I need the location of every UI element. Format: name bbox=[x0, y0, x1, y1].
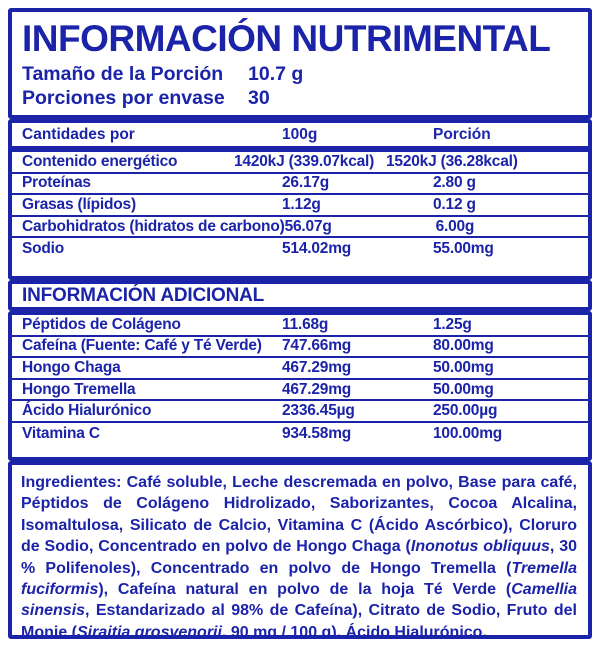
value-per-portion: 1520kJ (36.28kcal) bbox=[386, 152, 518, 170]
nutrient-name: Vitamina C bbox=[22, 424, 100, 442]
nutrient-name: Grasas (lípidos) bbox=[22, 195, 136, 213]
ingredient-species-name: Inonotus obliquus bbox=[410, 538, 550, 556]
nutrient-name: Contenido energético bbox=[22, 152, 178, 170]
value-per-portion: 0.12 g bbox=[433, 195, 476, 213]
ingredients-box: Ingredientes: Café soluble, Leche descre… bbox=[8, 461, 592, 639]
table-row: Cafeína (Fuente: Café y Té Verde) 747.66m… bbox=[12, 337, 588, 359]
servings-per-container-label: Porciones por envase bbox=[22, 87, 225, 109]
value-per-100g: 26.17g bbox=[282, 174, 330, 192]
value-per-portion: 100.00mg bbox=[433, 424, 503, 442]
value-per-100g: 747.66mg bbox=[282, 337, 352, 355]
ingredient-text-segment: , 90 mg / 100 g), Ácido Hialurónico. bbox=[221, 623, 487, 639]
serving-size-row: Tamaño de la Porción 10.7 g bbox=[22, 62, 578, 86]
value-per-100g: 11.68g bbox=[282, 315, 329, 333]
serving-size-label: Tamaño de la Porción bbox=[22, 63, 224, 85]
ingredient-species-name: Camellia sinensis bbox=[21, 581, 577, 620]
nutrient-name: Cafeína (Fuente: Café y Té Verde) bbox=[22, 337, 262, 355]
servings-per-container-value: 30 bbox=[248, 87, 270, 109]
main-nutrient-rows: Contenido energético 1420kJ (339.07kcal) 1… bbox=[12, 152, 588, 260]
value-per-100g: 934.58mg bbox=[282, 424, 352, 442]
ingredient-species-name: Siraitia grosvenorii bbox=[77, 623, 222, 639]
nutrient-name: Péptidos de Colágeno bbox=[22, 315, 181, 333]
nutrient-name: Sodio bbox=[22, 240, 65, 258]
ingredient-text-segment: , Estandarizado al 98% de Cafeína), Citr… bbox=[21, 602, 577, 639]
additional-nutrient-rows: Péptidos de Colágeno 11.68g 1.25g Cafeína (… bbox=[12, 315, 588, 445]
value-per-portion: 6.00g bbox=[435, 217, 475, 235]
table-row: Carbohidratos (hidratos de carbono) 56.07… bbox=[12, 217, 588, 239]
additional-info-title: INFORMACIÓN ADICIONAL bbox=[22, 284, 265, 306]
servings-per-container-row: Porciones por envase 30 bbox=[22, 86, 578, 110]
ingredient-text-segment: , 30 % Polifenoles), Concentrado en polv… bbox=[21, 538, 578, 577]
value-per-portion: 80.00mg bbox=[433, 337, 494, 355]
page-title: INFORMACIÓN NUTRIMENTAL bbox=[22, 18, 551, 59]
table-row: Proteínas 26.17g 2.80 g bbox=[12, 174, 588, 196]
value-per-portion: 55.00mg bbox=[433, 240, 494, 258]
value-per-portion: 50.00mg bbox=[433, 380, 494, 398]
value-per-portion: 1.25g bbox=[433, 315, 472, 333]
header-box: INFORMACIÓN NUTRIMENTAL Tamaño de la Por… bbox=[8, 8, 592, 119]
column-header-100g: 100g bbox=[282, 125, 318, 143]
additional-nutrient-table-box: Péptidos de Colágeno 11.68g 1.25g Cafeína (… bbox=[8, 311, 592, 461]
table-header-row: Cantidades por 100g Porción bbox=[12, 123, 588, 152]
nutrient-name: Ácido Hialurónico bbox=[22, 402, 152, 420]
value-per-100g: 2336.45µg bbox=[282, 402, 355, 420]
serving-size-value: 10.7 g bbox=[248, 63, 304, 85]
table-row: Sodio 514.02mg 55.00mg bbox=[12, 238, 588, 260]
table-row: Ácido Hialurónico 2336.45µg 250.00µg bbox=[12, 401, 588, 423]
table-row: Péptidos de Colágeno 11.68g 1.25g bbox=[12, 315, 588, 337]
column-header-amounts: Cantidades por bbox=[22, 125, 135, 143]
column-header-portion: Porción bbox=[433, 125, 491, 143]
table-row: Vitamina C 934.58mg 100.00mg bbox=[12, 423, 588, 445]
nutrient-name: Hongo Chaga bbox=[22, 358, 121, 376]
nutrient-name: Carbohidratos (hidratos de carbono) bbox=[22, 217, 285, 235]
value-per-100g: 1420kJ (339.07kcal) bbox=[234, 152, 375, 170]
table-row: Hongo Chaga 467.29mg 50.00mg bbox=[12, 358, 588, 380]
value-per-100g: 1.12g bbox=[282, 195, 321, 213]
nutrient-name: Hongo Tremella bbox=[22, 380, 136, 398]
value-per-100g: 467.29mg bbox=[282, 380, 352, 398]
nutrient-table-box: Cantidades por 100g Porción Contenido en… bbox=[8, 119, 592, 280]
table-row: Contenido energético 1420kJ (339.07kcal) 1… bbox=[12, 152, 588, 174]
additional-info-band: INFORMACIÓN ADICIONAL bbox=[8, 280, 592, 311]
value-per-portion: 250.00µg bbox=[433, 402, 498, 420]
value-per-100g: 56.07g bbox=[284, 217, 332, 235]
value-per-100g: 514.02mg bbox=[282, 240, 352, 258]
ingredient-text-segment: ), Cafeína natural en polvo de la hoja T… bbox=[98, 581, 512, 599]
nutrient-name: Proteínas bbox=[22, 174, 91, 192]
ingredient-species-name: Tremella fuciformis bbox=[21, 559, 577, 599]
ingredients-text: Ingredientes: Café soluble, Leche descre… bbox=[21, 474, 578, 639]
value-per-portion: 50.00mg bbox=[433, 358, 494, 376]
value-per-portion: 2.80 g bbox=[433, 174, 476, 192]
table-row: Hongo Tremella 467.29mg 50.00mg bbox=[12, 380, 588, 402]
value-per-100g: 467.29mg bbox=[282, 358, 352, 376]
ingredient-text-segment: Ingredientes: Café soluble, Leche descre… bbox=[21, 474, 577, 556]
table-row: Grasas (lípidos) 1.12g 0.12 g bbox=[12, 195, 588, 217]
